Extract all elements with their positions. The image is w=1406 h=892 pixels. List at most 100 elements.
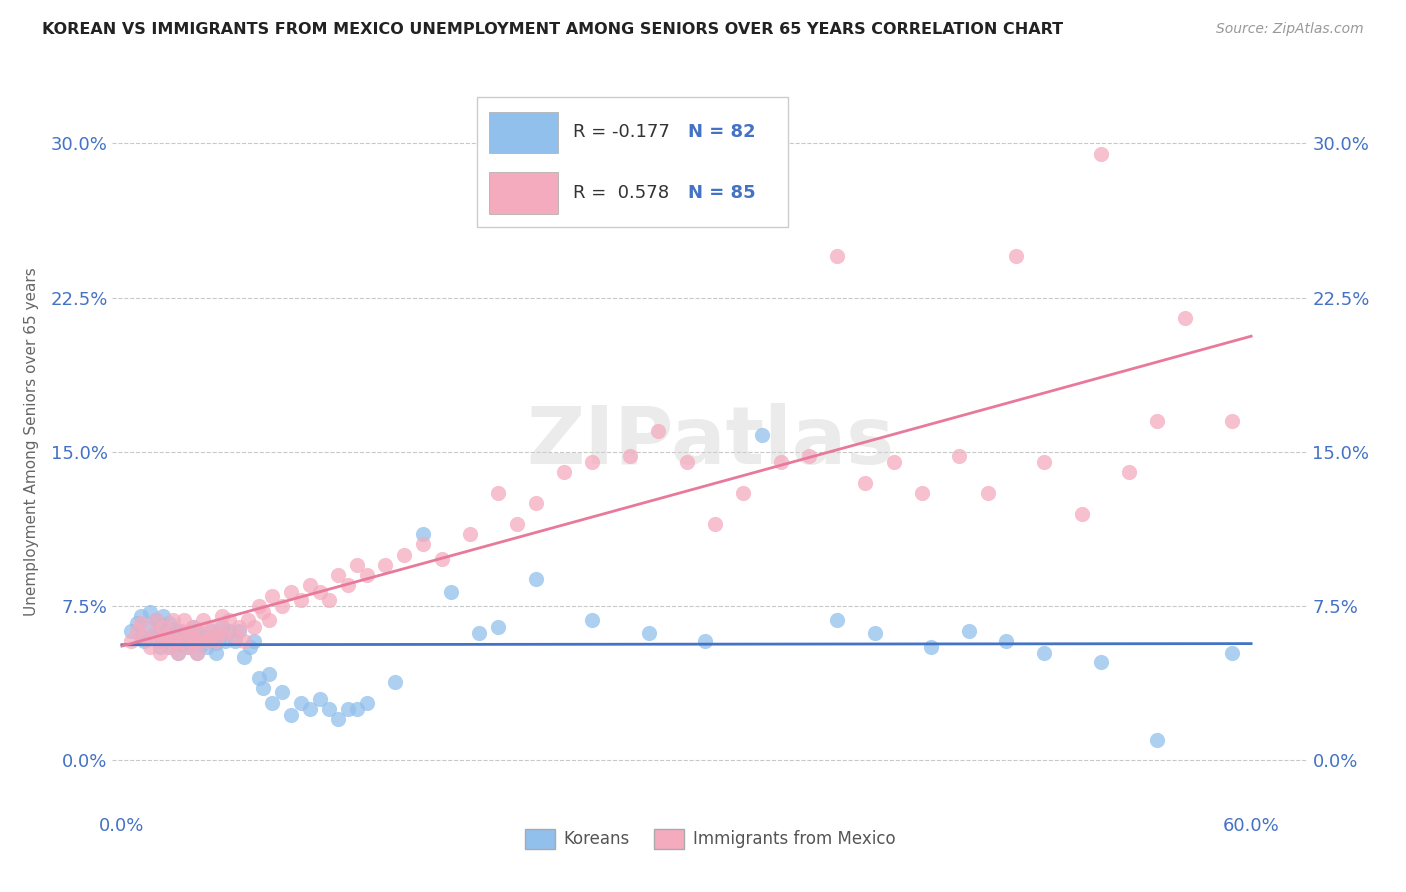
Point — [233, 650, 256, 665]
Point — [167, 624, 190, 638]
Point — [191, 630, 214, 644]
Point — [148, 617, 170, 632]
Point — [486, 620, 509, 634]
Point — [186, 624, 208, 638]
Point — [863, 625, 886, 640]
Point — [208, 624, 231, 638]
Point — [173, 614, 195, 628]
Point — [346, 558, 368, 572]
Point — [374, 558, 396, 572]
Point — [205, 636, 228, 650]
Point — [125, 624, 148, 638]
Point — [328, 712, 350, 726]
Point — [247, 671, 270, 685]
Point — [236, 614, 259, 628]
Point — [167, 636, 190, 650]
Point — [214, 634, 236, 648]
Point — [163, 634, 186, 648]
Point — [769, 455, 792, 469]
Point — [145, 614, 167, 628]
Point — [1146, 732, 1168, 747]
Point — [883, 455, 905, 469]
Point — [120, 634, 142, 648]
Point — [142, 630, 165, 644]
Point — [318, 593, 340, 607]
Point — [257, 614, 280, 628]
Point — [191, 614, 214, 628]
Point — [129, 615, 152, 630]
Point — [239, 640, 262, 655]
Point — [177, 625, 200, 640]
Point — [177, 640, 200, 655]
Point — [695, 634, 717, 648]
Point — [195, 640, 218, 655]
Point — [195, 630, 218, 644]
Point — [129, 630, 152, 644]
Point — [703, 516, 725, 531]
Point — [308, 691, 330, 706]
Point — [172, 638, 194, 652]
Point — [384, 675, 406, 690]
Point — [152, 634, 174, 648]
Point — [637, 625, 659, 640]
Point — [186, 634, 208, 648]
Point — [553, 466, 575, 480]
Point — [1220, 414, 1243, 428]
Point — [825, 250, 848, 264]
Point — [228, 624, 250, 638]
Point — [201, 620, 224, 634]
Point — [957, 624, 980, 638]
Point — [163, 622, 186, 636]
Point — [180, 634, 202, 648]
Point — [200, 634, 222, 648]
Point — [336, 702, 359, 716]
Point — [356, 568, 378, 582]
Point — [247, 599, 270, 613]
Point — [825, 614, 848, 628]
Point — [205, 634, 228, 648]
Point — [142, 625, 165, 640]
Point — [139, 620, 162, 634]
Point — [1118, 466, 1140, 480]
Point — [186, 646, 208, 660]
Point — [214, 625, 236, 640]
Point — [299, 578, 322, 592]
Point — [211, 609, 233, 624]
Point — [280, 708, 302, 723]
Point — [205, 646, 228, 660]
Point — [163, 634, 186, 648]
Point — [224, 634, 246, 648]
Point — [252, 605, 274, 619]
Point — [581, 455, 603, 469]
Point — [139, 605, 162, 619]
Point — [186, 634, 208, 648]
Point — [581, 614, 603, 628]
Point — [211, 620, 233, 634]
Point — [524, 496, 547, 510]
Point — [242, 620, 264, 634]
Point — [152, 609, 174, 624]
Point — [1070, 507, 1092, 521]
Point — [139, 640, 162, 655]
Point — [186, 646, 208, 660]
Point — [619, 449, 641, 463]
Point — [458, 527, 481, 541]
Point — [506, 516, 529, 531]
Point — [647, 424, 669, 438]
Point — [183, 620, 205, 634]
Text: ZIPatlas: ZIPatlas — [526, 402, 894, 481]
Point — [195, 634, 218, 648]
Point — [328, 568, 350, 582]
Point — [242, 634, 264, 648]
Point — [751, 428, 773, 442]
Point — [524, 572, 547, 586]
Point — [148, 634, 170, 648]
Point — [190, 625, 212, 640]
Point — [177, 630, 200, 644]
Point — [290, 696, 312, 710]
Point — [152, 630, 174, 644]
Point — [468, 625, 491, 640]
Point — [262, 696, 284, 710]
Point — [1033, 646, 1056, 660]
Point — [167, 634, 190, 648]
